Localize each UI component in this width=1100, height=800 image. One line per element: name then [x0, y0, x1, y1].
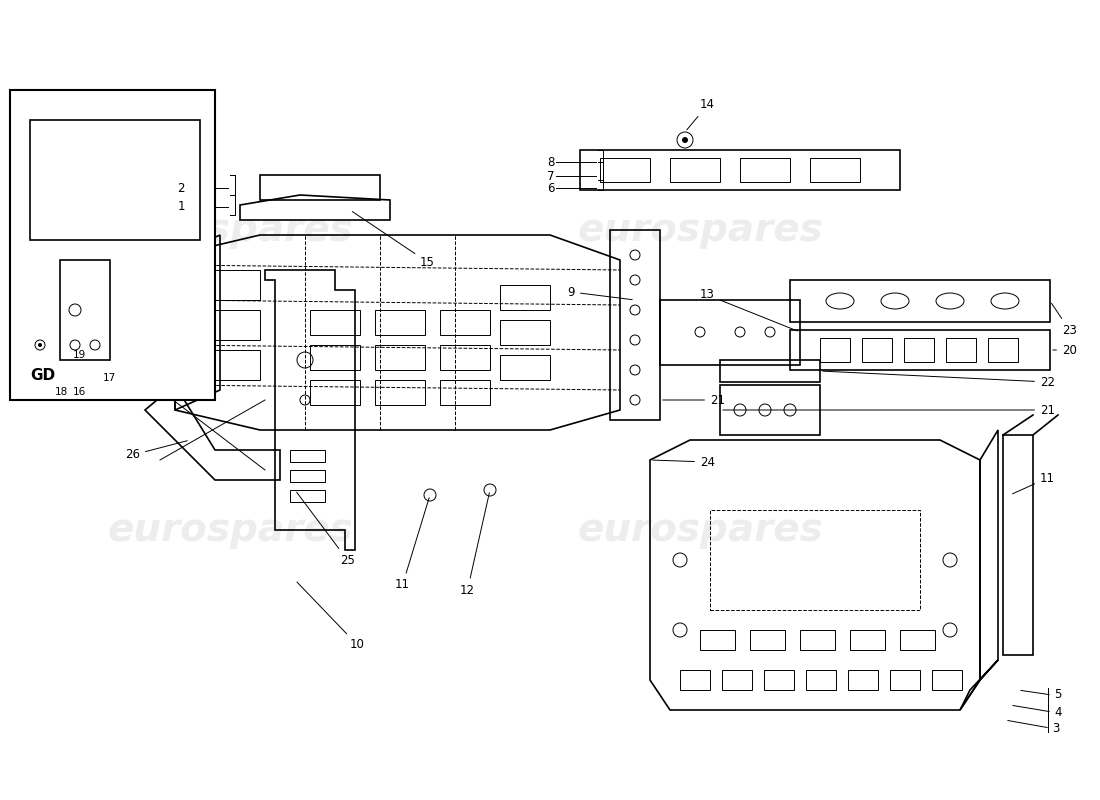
Text: 15: 15	[352, 211, 434, 269]
Text: 23: 23	[1052, 303, 1077, 337]
Text: 2: 2	[177, 182, 185, 194]
Text: 19: 19	[73, 350, 86, 360]
Text: 5: 5	[1054, 689, 1062, 702]
Text: 8: 8	[548, 155, 556, 169]
Text: 21: 21	[723, 403, 1055, 417]
Text: 9: 9	[568, 286, 632, 300]
Text: 25: 25	[297, 492, 355, 566]
Circle shape	[682, 137, 688, 143]
Text: eurospares: eurospares	[107, 511, 353, 549]
Text: eurospares: eurospares	[578, 511, 823, 549]
Text: 26: 26	[125, 441, 187, 462]
Text: 18: 18	[55, 387, 68, 397]
Text: GD: GD	[30, 368, 55, 383]
Text: eurospares: eurospares	[107, 211, 353, 249]
Text: eurospares: eurospares	[578, 211, 823, 249]
Polygon shape	[10, 90, 214, 400]
Text: 1: 1	[177, 201, 185, 214]
Text: 3: 3	[1052, 722, 1059, 734]
Text: 20: 20	[1053, 343, 1077, 357]
Text: 17: 17	[103, 373, 117, 383]
Circle shape	[39, 343, 42, 347]
Text: 4: 4	[1054, 706, 1062, 718]
Text: 13: 13	[700, 289, 798, 331]
Text: 11: 11	[395, 498, 429, 591]
Text: 12: 12	[460, 493, 490, 597]
Text: 11: 11	[1012, 471, 1055, 494]
Text: 22: 22	[823, 371, 1055, 389]
Text: 16: 16	[73, 387, 86, 397]
Text: 6: 6	[548, 182, 556, 194]
Polygon shape	[60, 160, 170, 220]
Text: 7: 7	[548, 170, 556, 182]
Text: 10: 10	[297, 582, 365, 651]
Text: 14: 14	[686, 98, 715, 130]
Text: 21: 21	[663, 394, 725, 406]
Text: 24: 24	[652, 455, 715, 469]
